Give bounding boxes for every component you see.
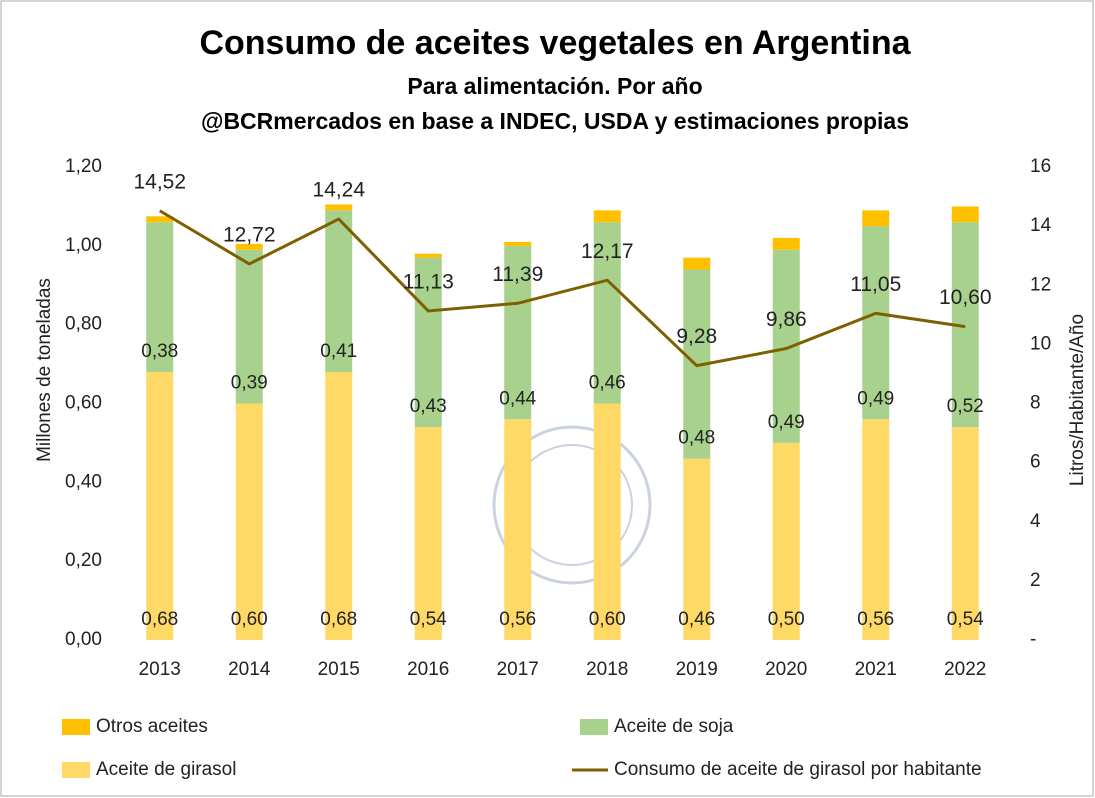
y2-tick-label: 12 [1030,274,1051,295]
bar-segment [504,419,532,640]
bar-segment [504,241,532,246]
y-tick-label: 1,00 [65,235,102,256]
data-label: 0,48 [678,428,715,449]
data-label: 0,68 [141,609,178,630]
legend-label: Consumo de aceite de girasol por habitan… [614,759,982,780]
bar-segment [235,243,263,250]
bar-segment [325,210,353,372]
legend-swatch [62,719,90,735]
bar-segment [683,257,711,270]
legend-label: Otros aceites [96,716,208,737]
data-label: 0,39 [231,373,268,394]
line-label: 11,39 [492,263,543,286]
line-label: 12,72 [223,224,276,247]
y2-tick-label: 8 [1030,393,1041,414]
data-label: 0,68 [320,609,357,630]
x-tick-label: 2021 [855,659,897,680]
bar-segment [862,226,890,420]
data-label: 0,60 [231,609,268,630]
bar-segment [951,427,979,640]
y2-tick-label: - [1030,629,1036,650]
bar-segment [325,204,353,211]
data-label: 0,60 [589,609,626,630]
line-label: 9,86 [766,308,807,331]
x-tick-label: 2016 [407,659,449,680]
data-label: 0,54 [410,609,447,630]
bar-segment [772,237,800,250]
y2-axis-title: Litros/Habitante/Año [1067,314,1088,486]
bar-segment [862,210,890,227]
line [158,209,966,368]
data-label: 0,44 [499,388,536,409]
bar-segment [951,206,979,223]
data-label: 0,49 [857,388,894,409]
y-tick-label: 0,80 [65,314,102,335]
bar-segment [146,222,174,372]
legend-label: Aceite de girasol [96,759,236,780]
y-tick-label: 0,00 [65,629,102,650]
bar-segment [593,403,621,640]
bar-segment [414,257,442,428]
bar-segment [414,427,442,640]
data-label: 0,38 [141,341,178,362]
bar-segment [235,403,263,640]
line-label: 10,60 [939,286,992,309]
line-label: 11,13 [403,271,454,294]
x-tick-label: 2013 [139,659,181,680]
line-label: 12,17 [581,240,634,263]
bar-segment [593,222,621,404]
chart-source: @BCRmercados en base a INDEC, USDA y est… [201,108,909,134]
data-label: 0,49 [768,412,805,433]
data-label: 0,52 [947,396,984,417]
bar-segment [593,210,621,223]
y2-tick-label: 14 [1030,215,1052,236]
line-label: 14,52 [133,170,186,193]
chart-title: Consumo de aceites vegetales en Argentin… [199,24,911,62]
data-label: 0,46 [678,609,715,630]
x-tick-label: 2017 [497,659,539,680]
y-tick-label: 0,40 [65,471,102,492]
data-label: 0,43 [410,396,447,417]
data-label: 0,50 [768,609,805,630]
line-label: 14,24 [312,179,365,202]
bar-segment [862,419,890,640]
data-label: 0,41 [320,341,357,362]
chart-subtitle: Para alimentación. Por año [407,73,702,99]
bar-segment [683,458,711,640]
legend-swatch [62,762,90,778]
bar-segment [235,249,263,404]
x-tick-label: 2019 [676,659,718,680]
bar-segment [772,442,800,640]
line-label: 9,28 [676,325,717,348]
bar-segment [146,216,174,223]
x-tick-label: 2014 [228,659,271,680]
x-tick-label: 2020 [765,659,807,680]
y2-tick-label: 4 [1030,511,1041,532]
y2-tick-label: 10 [1030,333,1051,354]
data-label: 0,46 [589,373,626,394]
x-tick-label: 2015 [318,659,360,680]
line-label: 11,05 [850,273,901,296]
x-tick-label: 2022 [944,659,986,680]
data-label: 0,56 [499,609,536,630]
y-tick-label: 0,20 [65,550,102,571]
bar-segment [325,371,353,640]
legend-label: Aceite de soja [614,716,734,737]
data-label: 0,56 [857,609,894,630]
data-label: 0,54 [947,609,984,630]
bar-segment [504,245,532,420]
bar-segment [146,371,174,640]
y2-tick-label: 16 [1030,156,1051,177]
y-tick-label: 1,20 [65,156,102,177]
x-tick-label: 2018 [586,659,628,680]
y-tick-label: 0,60 [65,393,102,414]
legend-swatch [580,719,608,735]
y2-tick-label: 2 [1030,570,1041,591]
y-axis-title: Millones de toneladas [34,278,55,462]
bar-segment [414,253,442,258]
y2-tick-label: 6 [1030,452,1041,473]
